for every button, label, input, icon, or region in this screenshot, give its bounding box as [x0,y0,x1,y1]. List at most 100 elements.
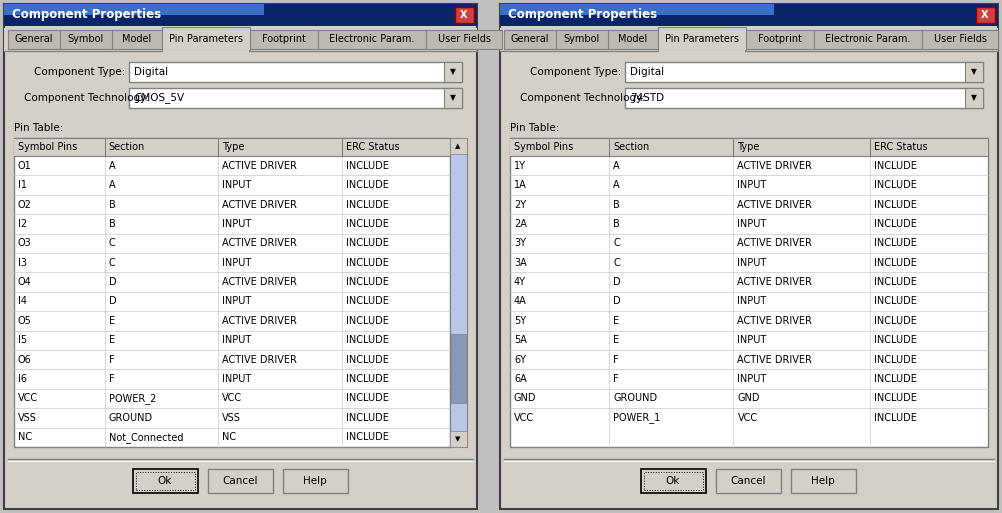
FancyBboxPatch shape [450,431,467,447]
Text: INCLUDE: INCLUDE [874,393,917,404]
Text: INPUT: INPUT [221,219,252,229]
FancyBboxPatch shape [641,469,706,493]
Text: E: E [108,336,114,345]
Text: Model: Model [122,34,151,44]
Text: 1A: 1A [514,180,527,190]
FancyBboxPatch shape [318,30,426,49]
Text: INCLUDE: INCLUDE [874,219,917,229]
Text: Footprint: Footprint [262,34,306,44]
Text: NC: NC [221,432,235,442]
Text: GROUND: GROUND [108,413,152,423]
Text: Component Properties: Component Properties [12,9,161,22]
Text: ACTIVE DRIVER: ACTIVE DRIVER [221,277,297,287]
FancyBboxPatch shape [112,30,162,49]
Text: ACTIVE DRIVER: ACTIVE DRIVER [737,354,813,365]
Text: 4Y: 4Y [514,277,526,287]
FancyBboxPatch shape [4,28,477,52]
Text: INCLUDE: INCLUDE [347,258,390,268]
Text: ▼: ▼ [971,93,977,103]
Text: INCLUDE: INCLUDE [874,180,917,190]
Text: INCLUDE: INCLUDE [347,180,390,190]
Text: GND: GND [737,393,760,404]
Text: ▼: ▼ [455,436,461,442]
Text: ACTIVE DRIVER: ACTIVE DRIVER [737,200,813,209]
FancyBboxPatch shape [965,62,983,82]
Text: 5Y: 5Y [514,316,526,326]
FancyBboxPatch shape [129,88,462,108]
Text: INPUT: INPUT [737,297,767,306]
FancyBboxPatch shape [162,27,250,50]
Text: ▼: ▼ [450,93,456,103]
Text: C: C [108,258,115,268]
Text: User Fields: User Fields [934,34,987,44]
Text: 1Y: 1Y [514,161,526,171]
FancyBboxPatch shape [60,30,112,49]
Text: ACTIVE DRIVER: ACTIVE DRIVER [221,316,297,326]
Text: C: C [613,239,620,248]
FancyBboxPatch shape [444,62,462,82]
Text: ▼: ▼ [971,68,977,76]
Text: A: A [613,161,620,171]
Text: Symbol Pins: Symbol Pins [514,142,573,152]
Text: C: C [108,239,115,248]
Text: INCLUDE: INCLUDE [347,354,390,365]
Text: I6: I6 [18,374,27,384]
Text: INCLUDE: INCLUDE [347,393,390,404]
Text: INPUT: INPUT [737,374,767,384]
Text: ACTIVE DRIVER: ACTIVE DRIVER [221,354,297,365]
Text: INPUT: INPUT [221,297,252,306]
FancyBboxPatch shape [8,30,60,49]
Text: INPUT: INPUT [737,258,767,268]
Text: Model: Model [618,34,647,44]
Text: INPUT: INPUT [737,219,767,229]
Text: INPUT: INPUT [737,336,767,345]
FancyBboxPatch shape [4,4,477,26]
Text: INCLUDE: INCLUDE [347,297,390,306]
FancyBboxPatch shape [814,30,922,49]
Text: ACTIVE DRIVER: ACTIVE DRIVER [737,161,813,171]
Text: B: B [613,200,620,209]
FancyBboxPatch shape [14,138,450,156]
Text: CMOS_5V: CMOS_5V [134,92,184,104]
Text: Section: Section [108,142,145,152]
Text: D: D [108,277,116,287]
FancyBboxPatch shape [163,50,249,53]
Text: E: E [108,316,114,326]
Text: INCLUDE: INCLUDE [347,374,390,384]
Text: ▲: ▲ [455,143,461,149]
FancyBboxPatch shape [4,4,477,509]
FancyBboxPatch shape [625,62,983,82]
Text: F: F [108,354,114,365]
Text: INCLUDE: INCLUDE [347,432,390,442]
Text: I5: I5 [18,336,27,345]
Text: 6Y: 6Y [514,354,526,365]
Text: INPUT: INPUT [221,258,252,268]
Text: Type: Type [737,142,760,152]
Text: D: D [613,297,621,306]
Text: D: D [108,297,116,306]
Text: Symbol: Symbol [564,34,600,44]
FancyBboxPatch shape [14,138,450,447]
Text: Component Properties: Component Properties [508,9,657,22]
FancyBboxPatch shape [129,62,462,82]
Text: A: A [108,161,115,171]
Text: INCLUDE: INCLUDE [874,277,917,287]
Text: VCC: VCC [737,413,758,423]
Text: INCLUDE: INCLUDE [874,336,917,345]
Text: Component Technology:: Component Technology: [24,93,149,103]
Text: Ok: Ok [665,476,680,486]
Text: VCC: VCC [221,393,241,404]
Text: B: B [108,219,115,229]
FancyBboxPatch shape [250,30,318,49]
Text: C: C [613,258,620,268]
Text: Ok: Ok [157,476,172,486]
Text: Type: Type [221,142,244,152]
Text: VCC: VCC [514,413,534,423]
Text: General: General [15,34,53,44]
Text: Help: Help [812,476,835,486]
Text: INCLUDE: INCLUDE [347,200,390,209]
Text: VSS: VSS [18,413,37,423]
FancyBboxPatch shape [716,469,781,493]
Text: ACTIVE DRIVER: ACTIVE DRIVER [221,200,297,209]
Text: Digital: Digital [134,67,168,77]
